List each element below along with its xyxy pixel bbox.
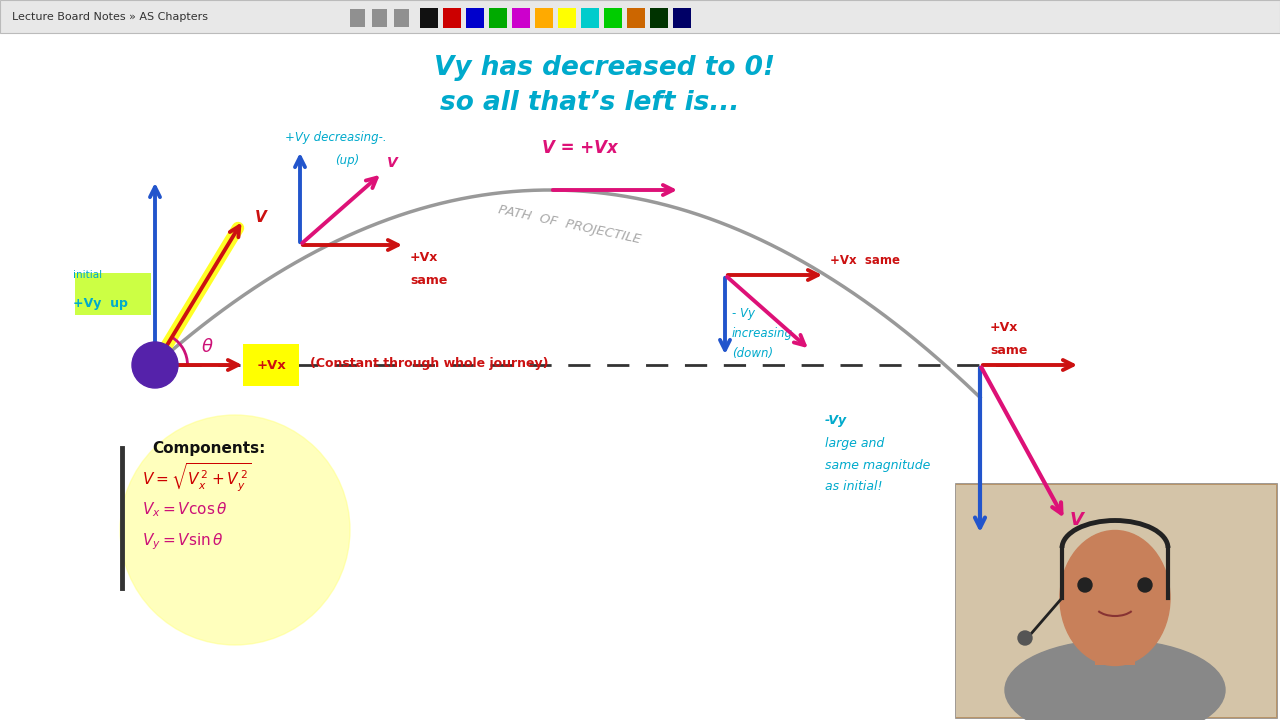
FancyBboxPatch shape [955,483,1277,718]
Text: $V_y = V\sin\theta$: $V_y = V\sin\theta$ [142,531,224,552]
FancyBboxPatch shape [581,8,599,28]
Text: (Constant through whole journey): (Constant through whole journey) [310,356,549,369]
Text: $V = \sqrt{V_x^{\,2} + V_y^{\,2}}$: $V = \sqrt{V_x^{\,2} + V_y^{\,2}}$ [142,462,251,494]
FancyBboxPatch shape [558,8,576,28]
Text: same: same [410,274,448,287]
Text: +Vx  same: +Vx same [829,253,900,266]
FancyBboxPatch shape [0,0,1280,33]
Text: initial: initial [73,270,102,280]
FancyBboxPatch shape [650,8,668,28]
Text: V: V [387,156,398,170]
Text: - Vy: - Vy [732,307,755,320]
FancyBboxPatch shape [76,273,151,315]
FancyBboxPatch shape [443,8,461,28]
Text: +Vx: +Vx [410,251,438,264]
Circle shape [120,415,349,645]
Text: +Vx: +Vx [989,320,1019,333]
Text: so all that’s left is...: so all that’s left is... [440,90,740,116]
Text: +Vy decreasing-.: +Vy decreasing-. [285,130,387,143]
Circle shape [1078,578,1092,592]
Text: V = +Vx: V = +Vx [541,139,618,157]
Text: increasing: increasing [732,326,794,340]
Text: $V_x = V\cos\theta$: $V_x = V\cos\theta$ [142,500,228,519]
Text: V: V [255,210,266,225]
FancyBboxPatch shape [420,8,438,28]
FancyBboxPatch shape [956,485,1276,717]
Text: (down): (down) [732,346,773,359]
FancyBboxPatch shape [489,8,507,28]
Text: as initial!: as initial! [826,480,882,493]
Text: -Vy: -Vy [826,413,847,426]
FancyBboxPatch shape [1094,615,1135,665]
Text: (up): (up) [335,153,360,166]
Text: V: V [1070,511,1084,529]
FancyBboxPatch shape [673,8,691,28]
FancyBboxPatch shape [372,9,387,27]
FancyBboxPatch shape [535,8,553,28]
FancyBboxPatch shape [349,9,365,27]
Text: Lecture Board Notes » AS Chapters: Lecture Board Notes » AS Chapters [12,12,209,22]
FancyBboxPatch shape [512,8,530,28]
FancyBboxPatch shape [466,8,484,28]
Text: θ: θ [201,338,212,356]
FancyBboxPatch shape [243,344,300,386]
Text: +Vx: +Vx [256,359,285,372]
Ellipse shape [1005,640,1225,720]
FancyBboxPatch shape [627,8,645,28]
Text: Components:: Components: [152,441,265,456]
Text: +Vy  up: +Vy up [73,297,128,310]
Text: PATH  OF  PROJECTILE: PATH OF PROJECTILE [498,204,643,246]
Circle shape [132,342,178,388]
Text: same: same [989,343,1028,356]
Text: same magnitude: same magnitude [826,459,931,472]
FancyBboxPatch shape [604,8,622,28]
Text: Vy has decreased to 0!: Vy has decreased to 0! [434,55,776,81]
Ellipse shape [1060,531,1170,665]
Text: large and: large and [826,436,884,449]
Circle shape [1138,578,1152,592]
Circle shape [1018,631,1032,645]
FancyBboxPatch shape [394,9,410,27]
